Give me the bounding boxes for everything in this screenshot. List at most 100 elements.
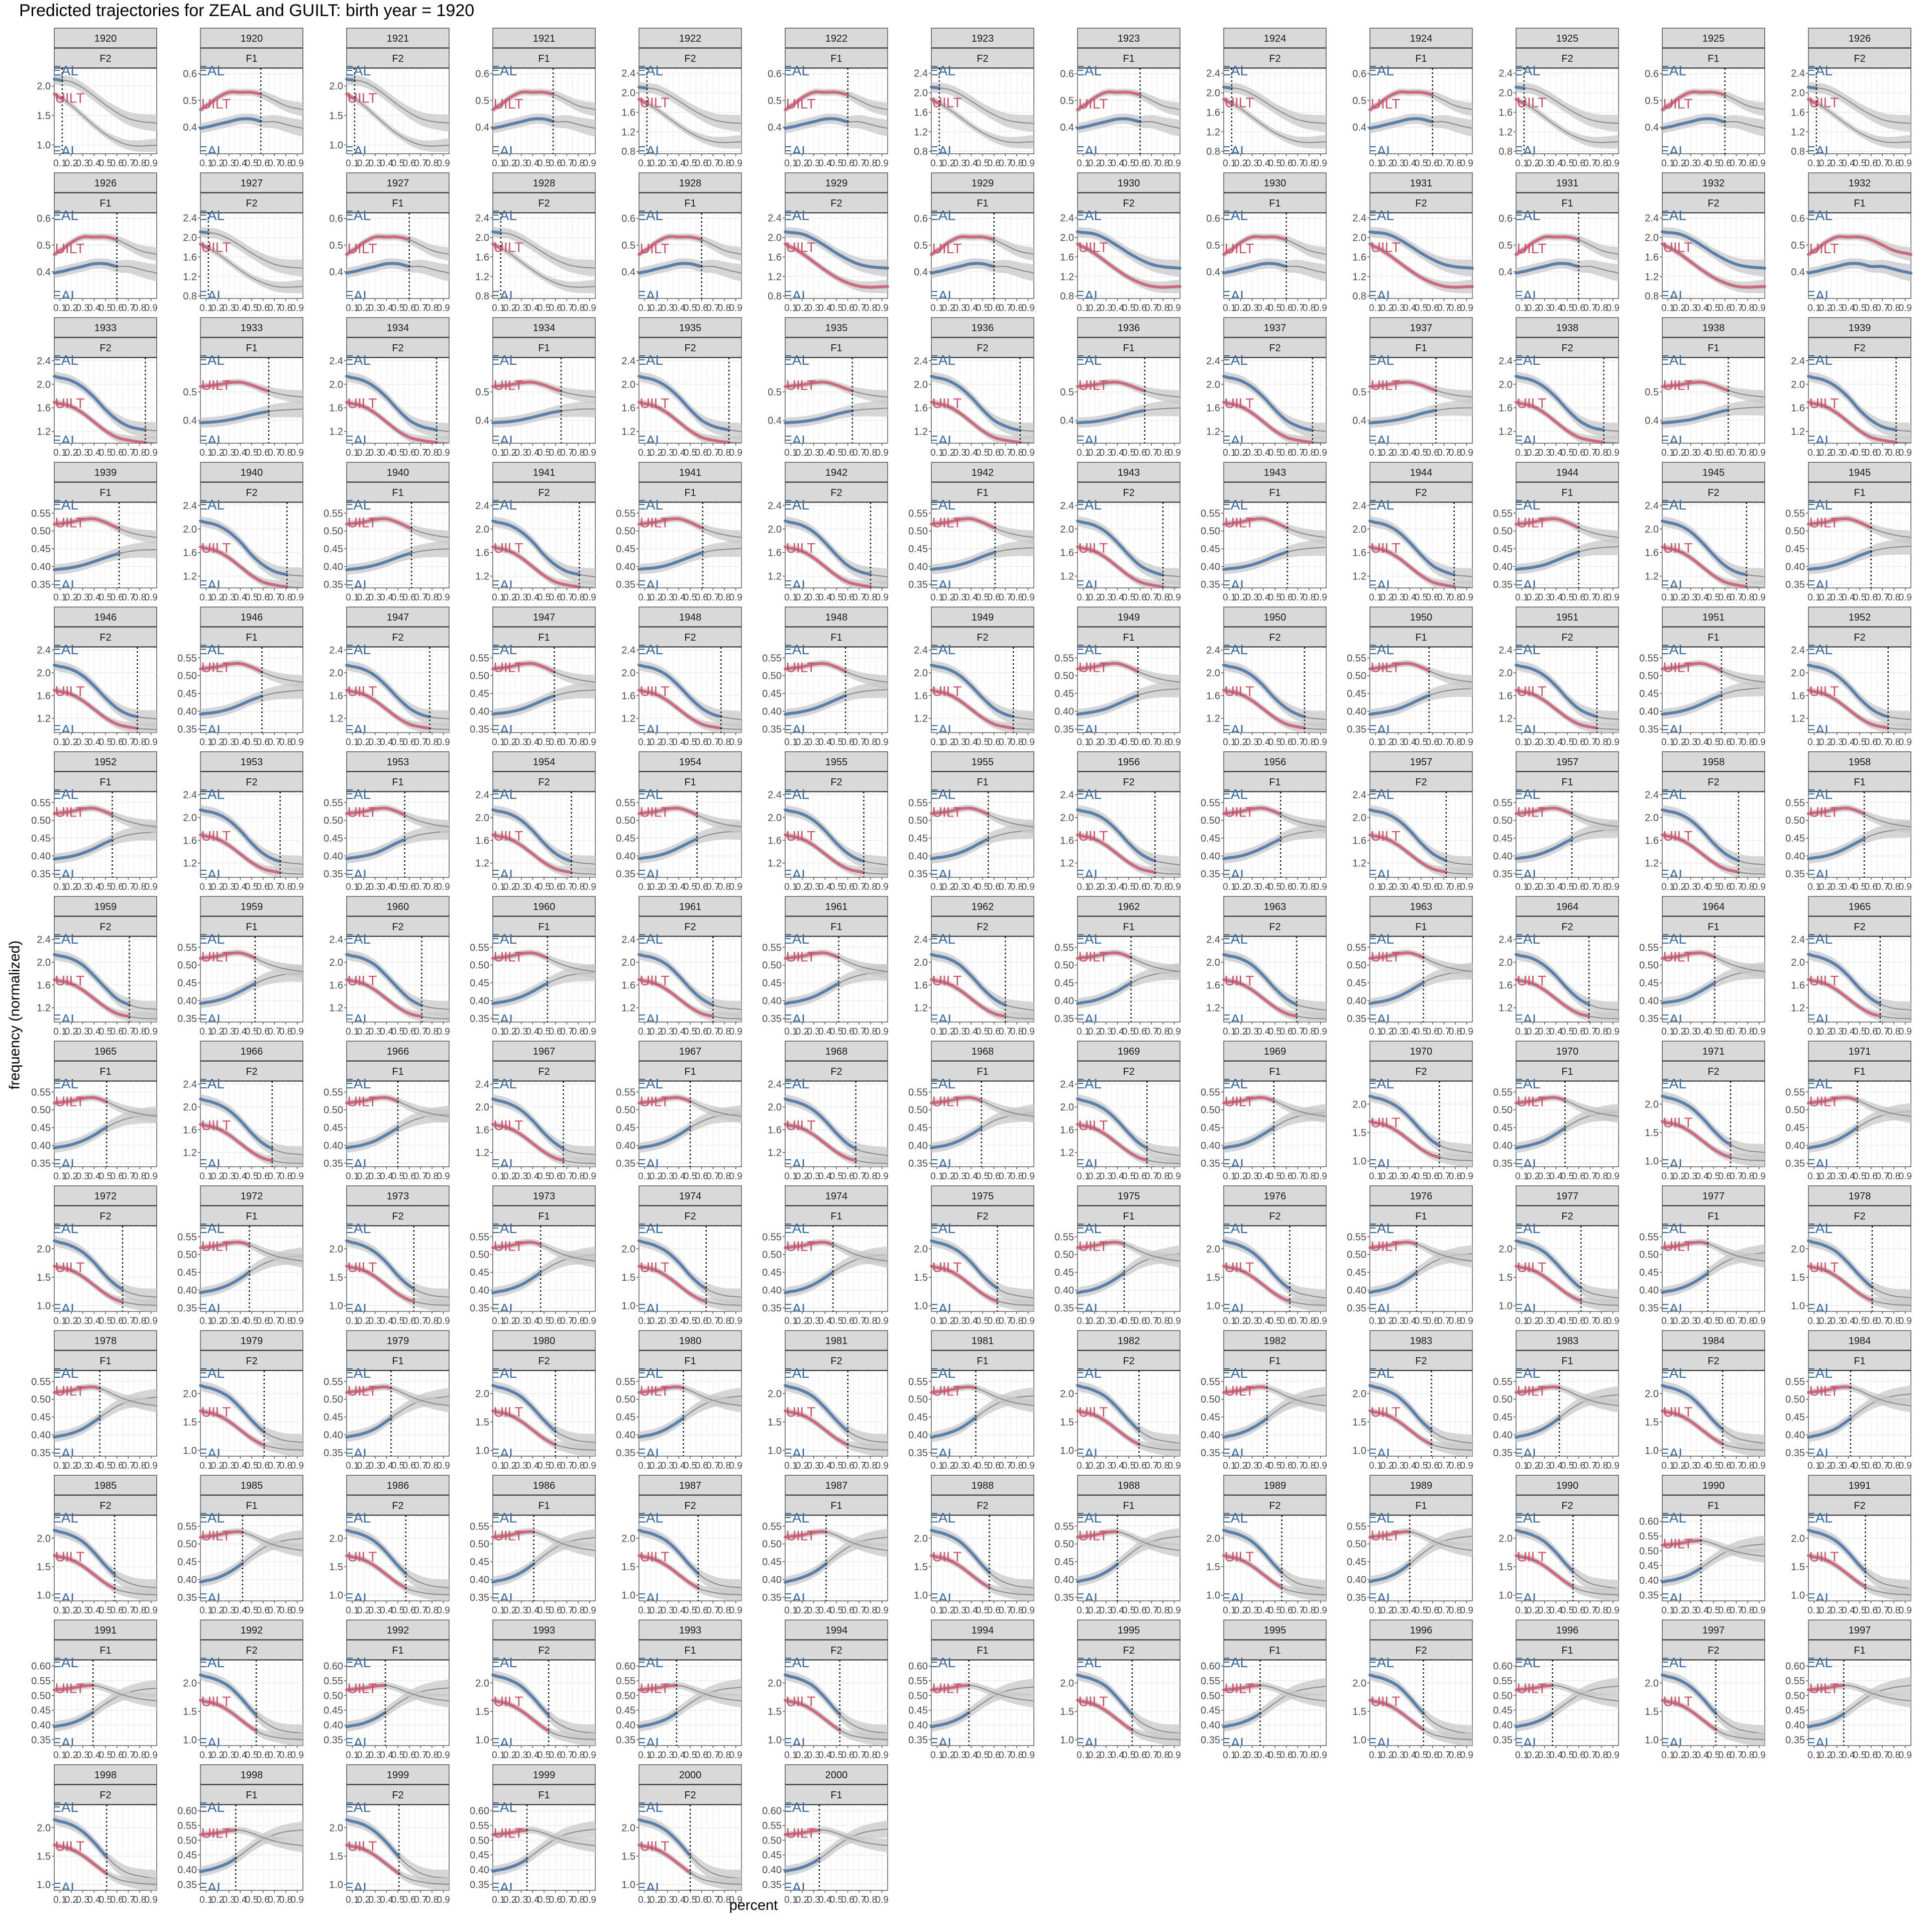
y-tick-label: 0.40 [324, 562, 343, 573]
facet-formant-label: F2 [1415, 198, 1427, 209]
y-tick-label: 1.2 [914, 127, 928, 138]
facet-formant-label: F2 [392, 343, 403, 354]
y-tick-label: 2.4 [1060, 500, 1074, 512]
facet-year-label: 1940 [387, 467, 409, 478]
facet-formant-label: F1 [977, 198, 988, 209]
facet-year-label: 1957 [1410, 757, 1433, 768]
facet-year-label: 1957 [1556, 757, 1579, 768]
y-tick-label: 0.6 [37, 214, 51, 225]
y-tick-label: 2.0 [1352, 524, 1366, 535]
facet-formant-label: F1 [1269, 777, 1280, 788]
y-tick-label: 1.2 [768, 858, 782, 869]
facet-panel: 1937F1ZEALGUILTZEAL0.40.50.10.20.30.40.5… [1352, 318, 1473, 458]
facet-formant-label: F1 [684, 777, 696, 788]
facet-panel: 1933F1ZEALGUILTZEAL0.40.50.10.20.30.40.5… [183, 318, 304, 458]
y-tick-label: 1.6 [1060, 835, 1074, 846]
facet-year-label: 1922 [825, 33, 848, 44]
y-tick-label: 0.5 [1645, 95, 1659, 107]
y-tick-label: 1.6 [768, 835, 782, 846]
y-tick-label: 2.4 [1352, 213, 1366, 224]
facet-year-label: 1955 [972, 757, 994, 768]
y-tick-label: 0.4 [1645, 416, 1659, 427]
facet-formant-label: F1 [392, 198, 403, 209]
facet-panel: 1923F1ZEALGUILTZEAL0.40.50.60.10.20.30.4… [1060, 28, 1181, 169]
zeal-series-label-bottom: ZEAL [1651, 143, 1686, 159]
facet-year-label: 1933 [94, 323, 117, 334]
facet-panel: 1929F2ZEALGUILTZEAL0.81.21.62.02.40.10.2… [768, 173, 889, 314]
y-tick-label: 1.2 [621, 427, 635, 438]
y-tick-label: 0.55 [762, 653, 782, 664]
y-tick-label: 1.6 [1352, 548, 1366, 559]
y-tick-label: 0.5 [475, 95, 489, 107]
facet-panel: 1944F1ZEALGUILTZEAL0.350.400.450.500.550… [1493, 462, 1620, 603]
y-tick-label: 1.2 [768, 571, 782, 582]
y-tick-label: 2.0 [1060, 812, 1074, 824]
facet-panel: 1949F1ZEALGUILTZEAL0.350.400.450.500.550… [1054, 607, 1181, 748]
facet-year-label: 1946 [241, 612, 263, 623]
facet-year-label: 1948 [679, 612, 702, 623]
y-tick-label: 1.2 [1060, 858, 1074, 869]
y-tick-label: 0.55 [470, 653, 489, 664]
x-tick-label: 0.9 [290, 592, 303, 603]
y-tick-label: 2.0 [914, 668, 928, 679]
facet-year-label: 1945 [1849, 467, 1871, 478]
guilt-trajectory-extended [728, 442, 741, 443]
y-tick-label: 2.4 [1352, 790, 1366, 801]
y-tick-label: 0.40 [1639, 706, 1659, 718]
zeal-trajectory [1516, 87, 1524, 88]
x-tick-label: 0.9 [1460, 158, 1473, 169]
y-tick-label: 0.45 [31, 544, 51, 555]
zeal-trajectory [1224, 87, 1232, 88]
y-tick-label: 0.35 [31, 579, 51, 590]
y-tick-label: 0.4 [1498, 267, 1513, 278]
x-tick-label: 0.9 [1606, 158, 1619, 169]
y-tick-label: 0.50 [31, 816, 51, 827]
x-tick-label: 0.9 [729, 737, 742, 748]
y-tick-label: 1.6 [183, 252, 197, 263]
facet-panel: 1926F1ZEALGUILTZEAL0.40.50.60.10.20.30.4… [37, 173, 158, 314]
facet-formant-label: F1 [246, 922, 257, 933]
y-tick-label: 2.4 [1060, 213, 1074, 224]
facet-year-label: 1950 [1264, 612, 1287, 623]
y-tick-label: 1.2 [329, 427, 343, 438]
y-tick-label: 0.8 [768, 291, 782, 302]
facet-panel: 1934F1ZEALGUILTZEAL0.40.50.10.20.30.40.5… [475, 318, 596, 458]
facet-year-label: 1932 [1702, 178, 1725, 189]
facet-formant-label: F2 [1561, 343, 1573, 354]
facet-formant-label: F1 [684, 198, 696, 209]
y-tick-label: 1.6 [1060, 252, 1074, 263]
y-tick-label: 2.0 [1791, 668, 1805, 679]
y-tick-label: 0.6 [1498, 214, 1513, 225]
x-tick-label: 0.9 [729, 158, 742, 169]
facet-panel: 1948F1ZEALGUILTZEAL0.350.400.450.500.550… [762, 607, 889, 748]
y-tick-label: 0.4 [768, 122, 782, 133]
facet-panel: 1920F1ZEALGUILTZEAL0.40.50.60.10.20.30.4… [183, 28, 304, 169]
facet-year-label: 1954 [533, 757, 556, 768]
y-tick-label: 0.8 [1645, 291, 1659, 302]
y-tick-label: 1.2 [1206, 714, 1220, 725]
y-tick-label: 1.6 [37, 690, 51, 701]
y-tick-label: 0.45 [1201, 833, 1220, 844]
facet-year-label: 1931 [1410, 178, 1433, 189]
x-tick-label: 0.9 [1752, 448, 1765, 458]
facet-year-label: 1945 [1702, 467, 1725, 478]
y-tick-label: 2.0 [475, 524, 489, 535]
facet-panel: 1953F2ZEALGUILTZEAL1.21.62.02.40.10.20.3… [183, 752, 304, 892]
facet-year-label: 1956 [1264, 757, 1287, 768]
y-tick-label: 1.2 [1791, 127, 1805, 138]
y-tick-label: 2.0 [1352, 812, 1366, 824]
facet-year-label: 1940 [241, 467, 263, 478]
y-tick-label: 2.0 [1206, 88, 1220, 99]
facet-panel: 1944F2ZEALGUILTZEAL1.21.62.02.40.10.20.3… [1352, 462, 1473, 603]
y-tick-label: 0.50 [1493, 816, 1513, 827]
facet-formant-label: F2 [246, 487, 257, 498]
facet-panel: 1954F1ZEALGUILTZEAL0.350.400.450.500.550… [616, 752, 742, 892]
y-tick-label: 0.40 [1201, 851, 1220, 862]
facet-panel: 1935F2ZEALGUILTZEAL1.21.62.02.40.10.20.3… [621, 318, 742, 458]
facet-panel: 1947F1ZEALGUILTZEAL0.350.400.450.500.550… [470, 607, 596, 748]
y-tick-label: 0.45 [324, 833, 343, 844]
y-tick-label: 0.8 [1498, 146, 1513, 157]
zeal-trajectory [347, 79, 355, 80]
y-tick-label: 2.0 [1206, 379, 1220, 390]
